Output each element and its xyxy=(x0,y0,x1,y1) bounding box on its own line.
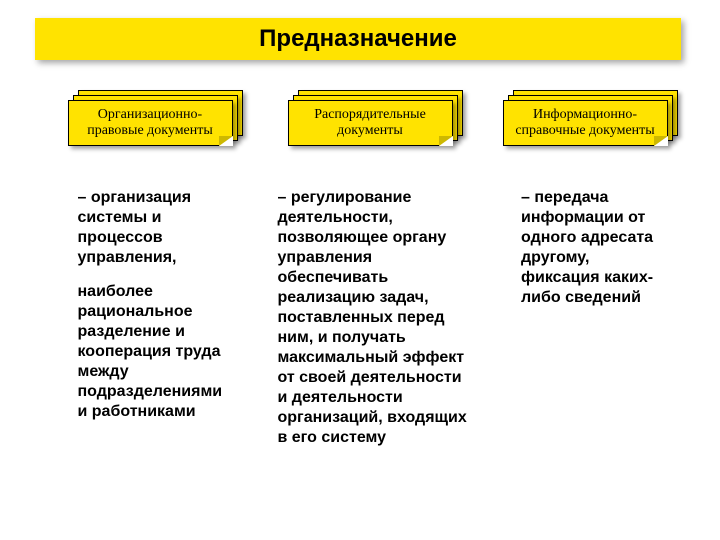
card-stack-2: Распорядительные документы xyxy=(288,90,463,150)
card-label: Распорядительные документы xyxy=(295,107,446,139)
column-1-body: – организация системы и процессов управл… xyxy=(78,188,233,436)
card-stack-1: Организационно-правовые документы xyxy=(68,90,243,150)
column-3-body: – передача информации от одного адресата… xyxy=(515,188,665,322)
card-stack-3: Информационно-справочные документы xyxy=(503,90,678,150)
title-bar: Предназначение xyxy=(35,18,681,60)
paragraph: – регулирование деятельности, позволяюще… xyxy=(278,188,473,448)
column-3: Информационно-справочные документы – пер… xyxy=(500,90,680,462)
card-front: Информационно-справочные документы xyxy=(503,100,668,146)
card-label: Организационно-правовые документы xyxy=(75,107,226,139)
column-2: Распорядительные документы – регулирован… xyxy=(270,90,480,462)
slide: Предназначение Организационно-правовые д… xyxy=(0,0,720,540)
column-1: Организационно-правовые документы – орга… xyxy=(60,90,250,462)
columns-container: Организационно-правовые документы – орга… xyxy=(60,90,680,462)
slide-title: Предназначение xyxy=(259,25,457,53)
paragraph: наиболее рациональное разделение и коопе… xyxy=(78,282,233,422)
paragraph: – организация системы и процессов управл… xyxy=(78,188,233,268)
card-label: Информационно-справочные документы xyxy=(510,107,661,139)
card-front: Распорядительные документы xyxy=(288,100,453,146)
column-2-body: – регулирование деятельности, позволяюще… xyxy=(278,188,473,462)
paragraph: – передача информации от одного адресата… xyxy=(521,188,665,308)
card-front: Организационно-правовые документы xyxy=(68,100,233,146)
